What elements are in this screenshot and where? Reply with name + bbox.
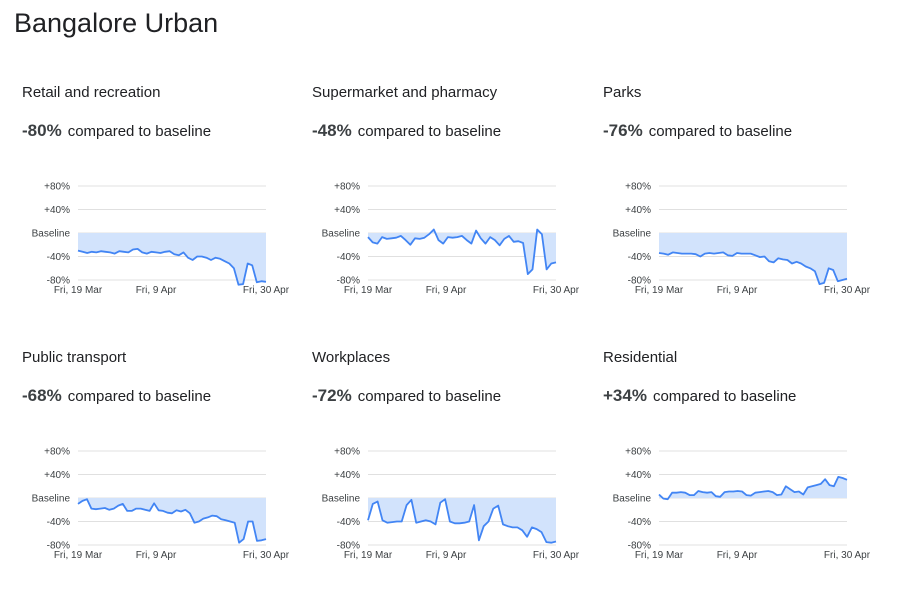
x-tick-end: Fri, 30 Apr (243, 285, 290, 296)
chart-panel-public-transport: Public transport -68% compared to baselin… (14, 349, 304, 599)
x-tick-mid: Fri, 9 Apr (136, 285, 177, 296)
y-tick-minus40: -40% (628, 517, 651, 528)
y-tick-minus40: -40% (337, 252, 360, 263)
chart-title: Parks (603, 84, 642, 101)
x-tick-mid: Fri, 9 Apr (426, 550, 467, 561)
series-line (77, 498, 267, 544)
chart-panel-workplaces: Workplaces -72% compared to baseline +80%… (304, 349, 594, 599)
y-tick-baseline: Baseline (32, 229, 71, 240)
chart-headline: -76% compared to baseline (603, 121, 792, 141)
chart-title: Residential (603, 349, 678, 366)
y-tick-minus80: -80% (47, 541, 70, 552)
line-chart: +80% +40% Baseline -40% -80%Fri, 19 Mar Fri, … (32, 447, 290, 562)
compared-to-baseline-label: compared to baseline (67, 123, 212, 140)
compared-to-baseline-label: compared to baseline (357, 388, 502, 405)
series-line (658, 251, 848, 285)
headline-percent: +34% (603, 386, 647, 405)
y-tick-plus80: +80% (625, 182, 651, 193)
series-line (367, 228, 557, 275)
y-tick-minus80: -80% (628, 541, 651, 552)
chart-title: Supermarket and pharmacy (312, 84, 498, 101)
y-tick-minus40: -40% (47, 252, 70, 263)
x-tick-end: Fri, 30 Apr (533, 550, 580, 561)
chart-panel-retail: Retail and recreation -80% compared to ba… (14, 84, 304, 334)
chart-title: Workplaces (312, 349, 391, 366)
x-tick-mid: Fri, 9 Apr (136, 550, 177, 561)
x-tick-start: Fri, 19 Mar (344, 285, 393, 296)
y-tick-baseline: Baseline (32, 494, 71, 505)
y-tick-plus40: +40% (44, 470, 70, 481)
line-chart: +80% +40% Baseline -40% -80%Fri, 19 Mar Fri, … (32, 182, 290, 297)
baseline-area (78, 498, 266, 543)
y-tick-plus40: +40% (44, 205, 70, 216)
x-tick-mid: Fri, 9 Apr (717, 550, 758, 561)
headline-percent: -48% (312, 121, 352, 140)
compared-to-baseline-label: compared to baseline (357, 123, 502, 140)
compared-to-baseline-label: compared to baseline (648, 123, 793, 140)
chart-panel-residential: Residential +34% compared to baseline +80… (595, 349, 885, 599)
series-line (367, 498, 557, 544)
chart-headline: -48% compared to baseline (312, 121, 501, 141)
x-tick-mid: Fri, 9 Apr (426, 285, 467, 296)
headline-percent: -76% (603, 121, 643, 140)
x-tick-start: Fri, 19 Mar (635, 285, 684, 296)
baseline-area (659, 476, 847, 500)
line-chart: +80% +40% Baseline -40% -80%Fri, 19 Mar Fri, … (613, 447, 871, 562)
y-tick-plus40: +40% (625, 205, 651, 216)
y-tick-minus40: -40% (47, 517, 70, 528)
y-tick-plus40: +40% (334, 470, 360, 481)
y-tick-minus80: -80% (47, 276, 70, 287)
x-tick-end: Fri, 30 Apr (824, 550, 871, 561)
x-tick-start: Fri, 19 Mar (635, 550, 684, 561)
y-tick-minus80: -80% (337, 541, 360, 552)
y-tick-minus40: -40% (337, 517, 360, 528)
y-tick-minus80: -80% (628, 276, 651, 287)
headline-percent: -68% (22, 386, 62, 405)
y-tick-minus40: -40% (628, 252, 651, 263)
x-tick-end: Fri, 30 Apr (824, 285, 871, 296)
chart-headline: +34% compared to baseline (603, 386, 796, 406)
series-line (77, 248, 267, 286)
y-tick-baseline: Baseline (613, 494, 652, 505)
y-tick-minus80: -80% (337, 276, 360, 287)
baseline-area (659, 233, 847, 285)
line-chart: +80% +40% Baseline -40% -80%Fri, 19 Mar Fri, … (322, 447, 580, 562)
baseline-area (368, 229, 556, 275)
x-tick-mid: Fri, 9 Apr (717, 285, 758, 296)
compared-to-baseline-label: compared to baseline (652, 388, 797, 405)
chart-headline: -80% compared to baseline (22, 121, 211, 141)
x-tick-start: Fri, 19 Mar (54, 285, 103, 296)
headline-percent: -80% (22, 121, 62, 140)
y-tick-plus40: +40% (625, 470, 651, 481)
series-line (658, 476, 848, 501)
y-tick-plus80: +80% (334, 447, 360, 458)
compared-to-baseline-label: compared to baseline (67, 388, 212, 405)
y-tick-plus40: +40% (334, 205, 360, 216)
chart-title: Retail and recreation (22, 84, 161, 101)
chart-headline: -72% compared to baseline (312, 386, 501, 406)
line-chart: +80% +40% Baseline -40% -80%Fri, 19 Mar Fri, … (613, 182, 871, 297)
y-tick-plus80: +80% (44, 447, 70, 458)
chart-panel-parks: Parks -76% compared to baseline +80% +40% B… (595, 84, 885, 334)
y-tick-baseline: Baseline (322, 229, 361, 240)
y-tick-plus80: +80% (334, 182, 360, 193)
x-tick-end: Fri, 30 Apr (533, 285, 580, 296)
baseline-area (78, 233, 266, 285)
x-tick-start: Fri, 19 Mar (54, 550, 103, 561)
line-chart: +80% +40% Baseline -40% -80%Fri, 19 Mar Fri, … (322, 182, 580, 297)
y-tick-baseline: Baseline (613, 229, 652, 240)
x-tick-end: Fri, 30 Apr (243, 550, 290, 561)
y-tick-plus80: +80% (625, 447, 651, 458)
y-tick-baseline: Baseline (322, 494, 361, 505)
y-tick-plus80: +80% (44, 182, 70, 193)
baseline-area (368, 498, 556, 543)
chart-panel-supermarket: Supermarket and pharmacy -48% compared to… (304, 84, 594, 334)
headline-percent: -72% (312, 386, 352, 405)
chart-headline: -68% compared to baseline (22, 386, 211, 406)
x-tick-start: Fri, 19 Mar (344, 550, 393, 561)
chart-title: Public transport (22, 349, 127, 366)
page-title: Bangalore Urban (14, 8, 219, 38)
